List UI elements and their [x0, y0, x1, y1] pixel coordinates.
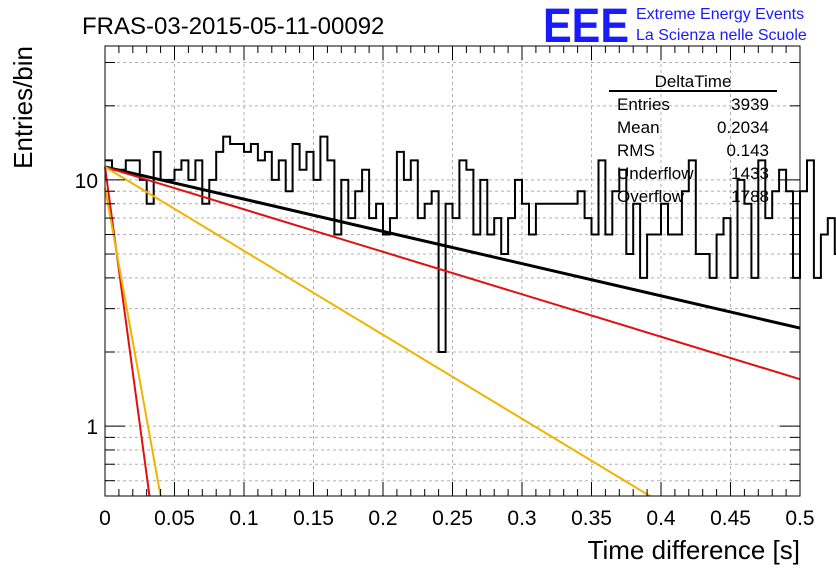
grid: [105, 46, 800, 496]
x-tick-label: 0.45: [710, 507, 751, 530]
x-tick-label: 0.5: [785, 507, 814, 530]
y-tick-label: 1: [86, 416, 98, 439]
stats-label-mean: Mean: [617, 118, 660, 137]
x-tick-label: 0.2: [368, 507, 397, 530]
y-axis-label: Entries/bin: [8, 46, 38, 169]
eee-logo: EEE Extreme Energy Events La Scienza nel…: [543, 0, 807, 53]
chart-title: FRAS-03-2015-05-11-00092: [82, 13, 384, 40]
stats-label-underflow: Underflow: [617, 164, 694, 183]
x-tick-label: 0.05: [154, 507, 195, 530]
y-tick-label: 10: [75, 170, 98, 193]
stats-value-overflow: 1788: [731, 187, 769, 206]
stats-value-rms: 0.143: [726, 141, 769, 160]
histogram: [105, 135, 836, 353]
component-fit-line: [104, 187, 162, 497]
stats-label-overflow: Overflow: [617, 187, 685, 206]
total-fit-line: [104, 165, 801, 330]
component-fit-line: [104, 166, 651, 497]
logo-line-1: Extreme Energy Events: [636, 6, 804, 23]
x-tick-label: 0: [99, 507, 111, 530]
stats-value-entries: 3939: [731, 95, 769, 114]
x-tick-label: 0.35: [571, 507, 612, 530]
x-axis-label: Time difference [s]: [588, 535, 800, 565]
fit-curves: [104, 165, 801, 497]
x-tick-label: 0.4: [646, 507, 676, 530]
stats-value-underflow: 1433: [731, 164, 769, 183]
component-fit-line: [104, 166, 151, 497]
axes: 0 0.05 0.1 0.15 0.2 0.25 0.3 0.35 0.4 0.45 0.5 1 10: [75, 46, 815, 530]
stats-value-mean: 0.2034: [717, 118, 769, 137]
component-fit-line: [104, 165, 801, 381]
stats-label-rms: RMS: [617, 141, 655, 160]
x-tick-label: 0.3: [507, 507, 536, 530]
stats-box: DeltaTime Entries 3939 Mean 0.2034 RMS 0…: [609, 72, 777, 206]
x-tick-label: 0.25: [432, 507, 473, 530]
stats-label-entries: Entries: [617, 95, 670, 114]
histogram-outline: [105, 135, 836, 353]
stats-name: DeltaTime: [655, 72, 732, 91]
x-tick-label: 0.15: [293, 507, 334, 530]
x-tick-label: 0.1: [229, 507, 258, 530]
logo-line-2: La Scienza nelle Scuole: [636, 27, 807, 44]
logo-letters: EEE: [543, 0, 629, 53]
